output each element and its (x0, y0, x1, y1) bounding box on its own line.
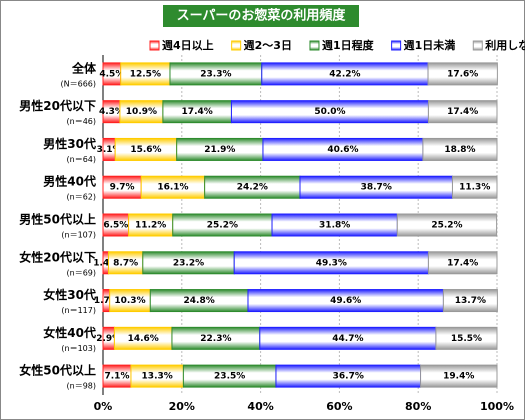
value-label: 44.7% (332, 334, 363, 344)
legend-swatch (472, 40, 483, 51)
value-label: 14.6% (128, 334, 159, 344)
value-label: 49.3% (316, 258, 347, 268)
value-label: 8.7% (113, 258, 138, 268)
legend-label: 週4日以上 (162, 38, 214, 52)
value-label: 19.4% (443, 372, 474, 382)
value-label: 36.7% (333, 372, 364, 382)
legend-swatch (149, 40, 160, 51)
category-note: (n＝107) (61, 231, 96, 240)
value-label: 21.9% (204, 145, 235, 155)
category-label: 女性50代以上 (19, 363, 96, 378)
category-note: (n＝69) (67, 268, 97, 277)
value-label: 17.4% (447, 107, 478, 117)
legend-label: 週1日程度 (322, 38, 375, 52)
x-tick-label: 80% (405, 400, 431, 413)
bar-segment (427, 62, 498, 86)
value-label: 15.5% (451, 334, 482, 344)
value-label: 23.3% (200, 69, 231, 79)
value-label: 23.2% (173, 258, 204, 268)
value-label: 25.2% (207, 221, 238, 231)
legend-label: 週2～3日 (244, 38, 292, 52)
bar-segment (396, 213, 498, 237)
legend-swatch (391, 40, 402, 51)
value-label: 4.5% (99, 69, 124, 79)
value-label: 12.5% (130, 69, 161, 79)
legend-label: 利用しない (485, 38, 525, 52)
value-label: 16.1% (157, 183, 188, 193)
title-banner (163, 5, 359, 27)
value-label: 15.6% (130, 145, 161, 155)
value-label: 40.6% (327, 145, 358, 155)
legend-swatch (309, 40, 320, 51)
category-label: 男性20代以下 (19, 98, 96, 113)
value-label: 1.7% (94, 296, 119, 306)
category-label: 男性30代 (43, 136, 96, 151)
value-label: 49.6% (330, 296, 361, 306)
category-note: (n＝46) (67, 117, 97, 126)
value-label: 11.2% (135, 221, 166, 231)
x-tick-label: 60% (326, 400, 352, 413)
category-note: (n＝117) (61, 306, 96, 315)
value-label: 17.4% (447, 258, 478, 268)
value-label: 42.2% (329, 69, 360, 79)
value-label: 13.3% (142, 372, 173, 382)
category-label: 全体 (71, 60, 97, 75)
x-tick-label: 20% (169, 400, 195, 413)
value-label: 6.5% (103, 221, 128, 231)
value-label: 23.5% (214, 372, 245, 382)
value-label: 11.3% (459, 183, 490, 193)
value-label: 13.7% (455, 296, 486, 306)
bar-segment (422, 137, 498, 161)
value-label: 38.7% (361, 183, 392, 193)
value-label: 4.3% (99, 107, 124, 117)
bar-segment (435, 326, 498, 350)
x-tick-label: 0% (94, 400, 113, 413)
chart-title: スーパーのお惣菜の利用頻度 (177, 8, 347, 24)
category-note: (n＝103) (61, 344, 96, 353)
bar-segment (451, 175, 498, 199)
category-note: (n＝98) (67, 382, 97, 391)
bar-segment (427, 251, 498, 275)
value-label: 25.2% (431, 221, 462, 231)
category-label: 男性40代 (43, 174, 96, 189)
value-label: 18.8% (444, 145, 475, 155)
category-note: (n＝64) (67, 155, 97, 164)
value-label: 9.7% (110, 183, 135, 193)
category-label: 女性30代 (43, 287, 96, 302)
value-label: 10.3% (114, 296, 145, 306)
bar-segment (420, 364, 498, 388)
x-tick-label: 40% (247, 400, 273, 413)
category-note: (N＝666) (61, 79, 97, 88)
bar-segment (442, 289, 498, 313)
value-label: 50.0% (314, 107, 345, 117)
legend-swatch (231, 40, 242, 51)
value-label: 24.8% (184, 296, 215, 306)
value-label: 31.8% (319, 221, 350, 231)
value-label: 24.2% (237, 183, 268, 193)
bar-segment (427, 100, 498, 124)
value-label: 7.1% (105, 372, 130, 382)
category-label: 女性20代以下 (19, 249, 96, 264)
value-label: 22.3% (200, 334, 231, 344)
value-label: 1.4% (93, 258, 118, 268)
value-label: 10.9% (126, 107, 157, 117)
category-note: (n＝62) (67, 193, 97, 202)
value-label: 3.1% (97, 145, 122, 155)
legend-label: 週1日未満 (404, 38, 456, 52)
value-label: 17.6% (447, 69, 478, 79)
category-label: 女性40代 (43, 325, 96, 340)
value-label: 17.4% (182, 107, 213, 117)
value-label: 2.9% (96, 334, 121, 344)
x-tick-label: 100% (480, 400, 514, 413)
category-label: 男性50代以上 (19, 212, 96, 227)
